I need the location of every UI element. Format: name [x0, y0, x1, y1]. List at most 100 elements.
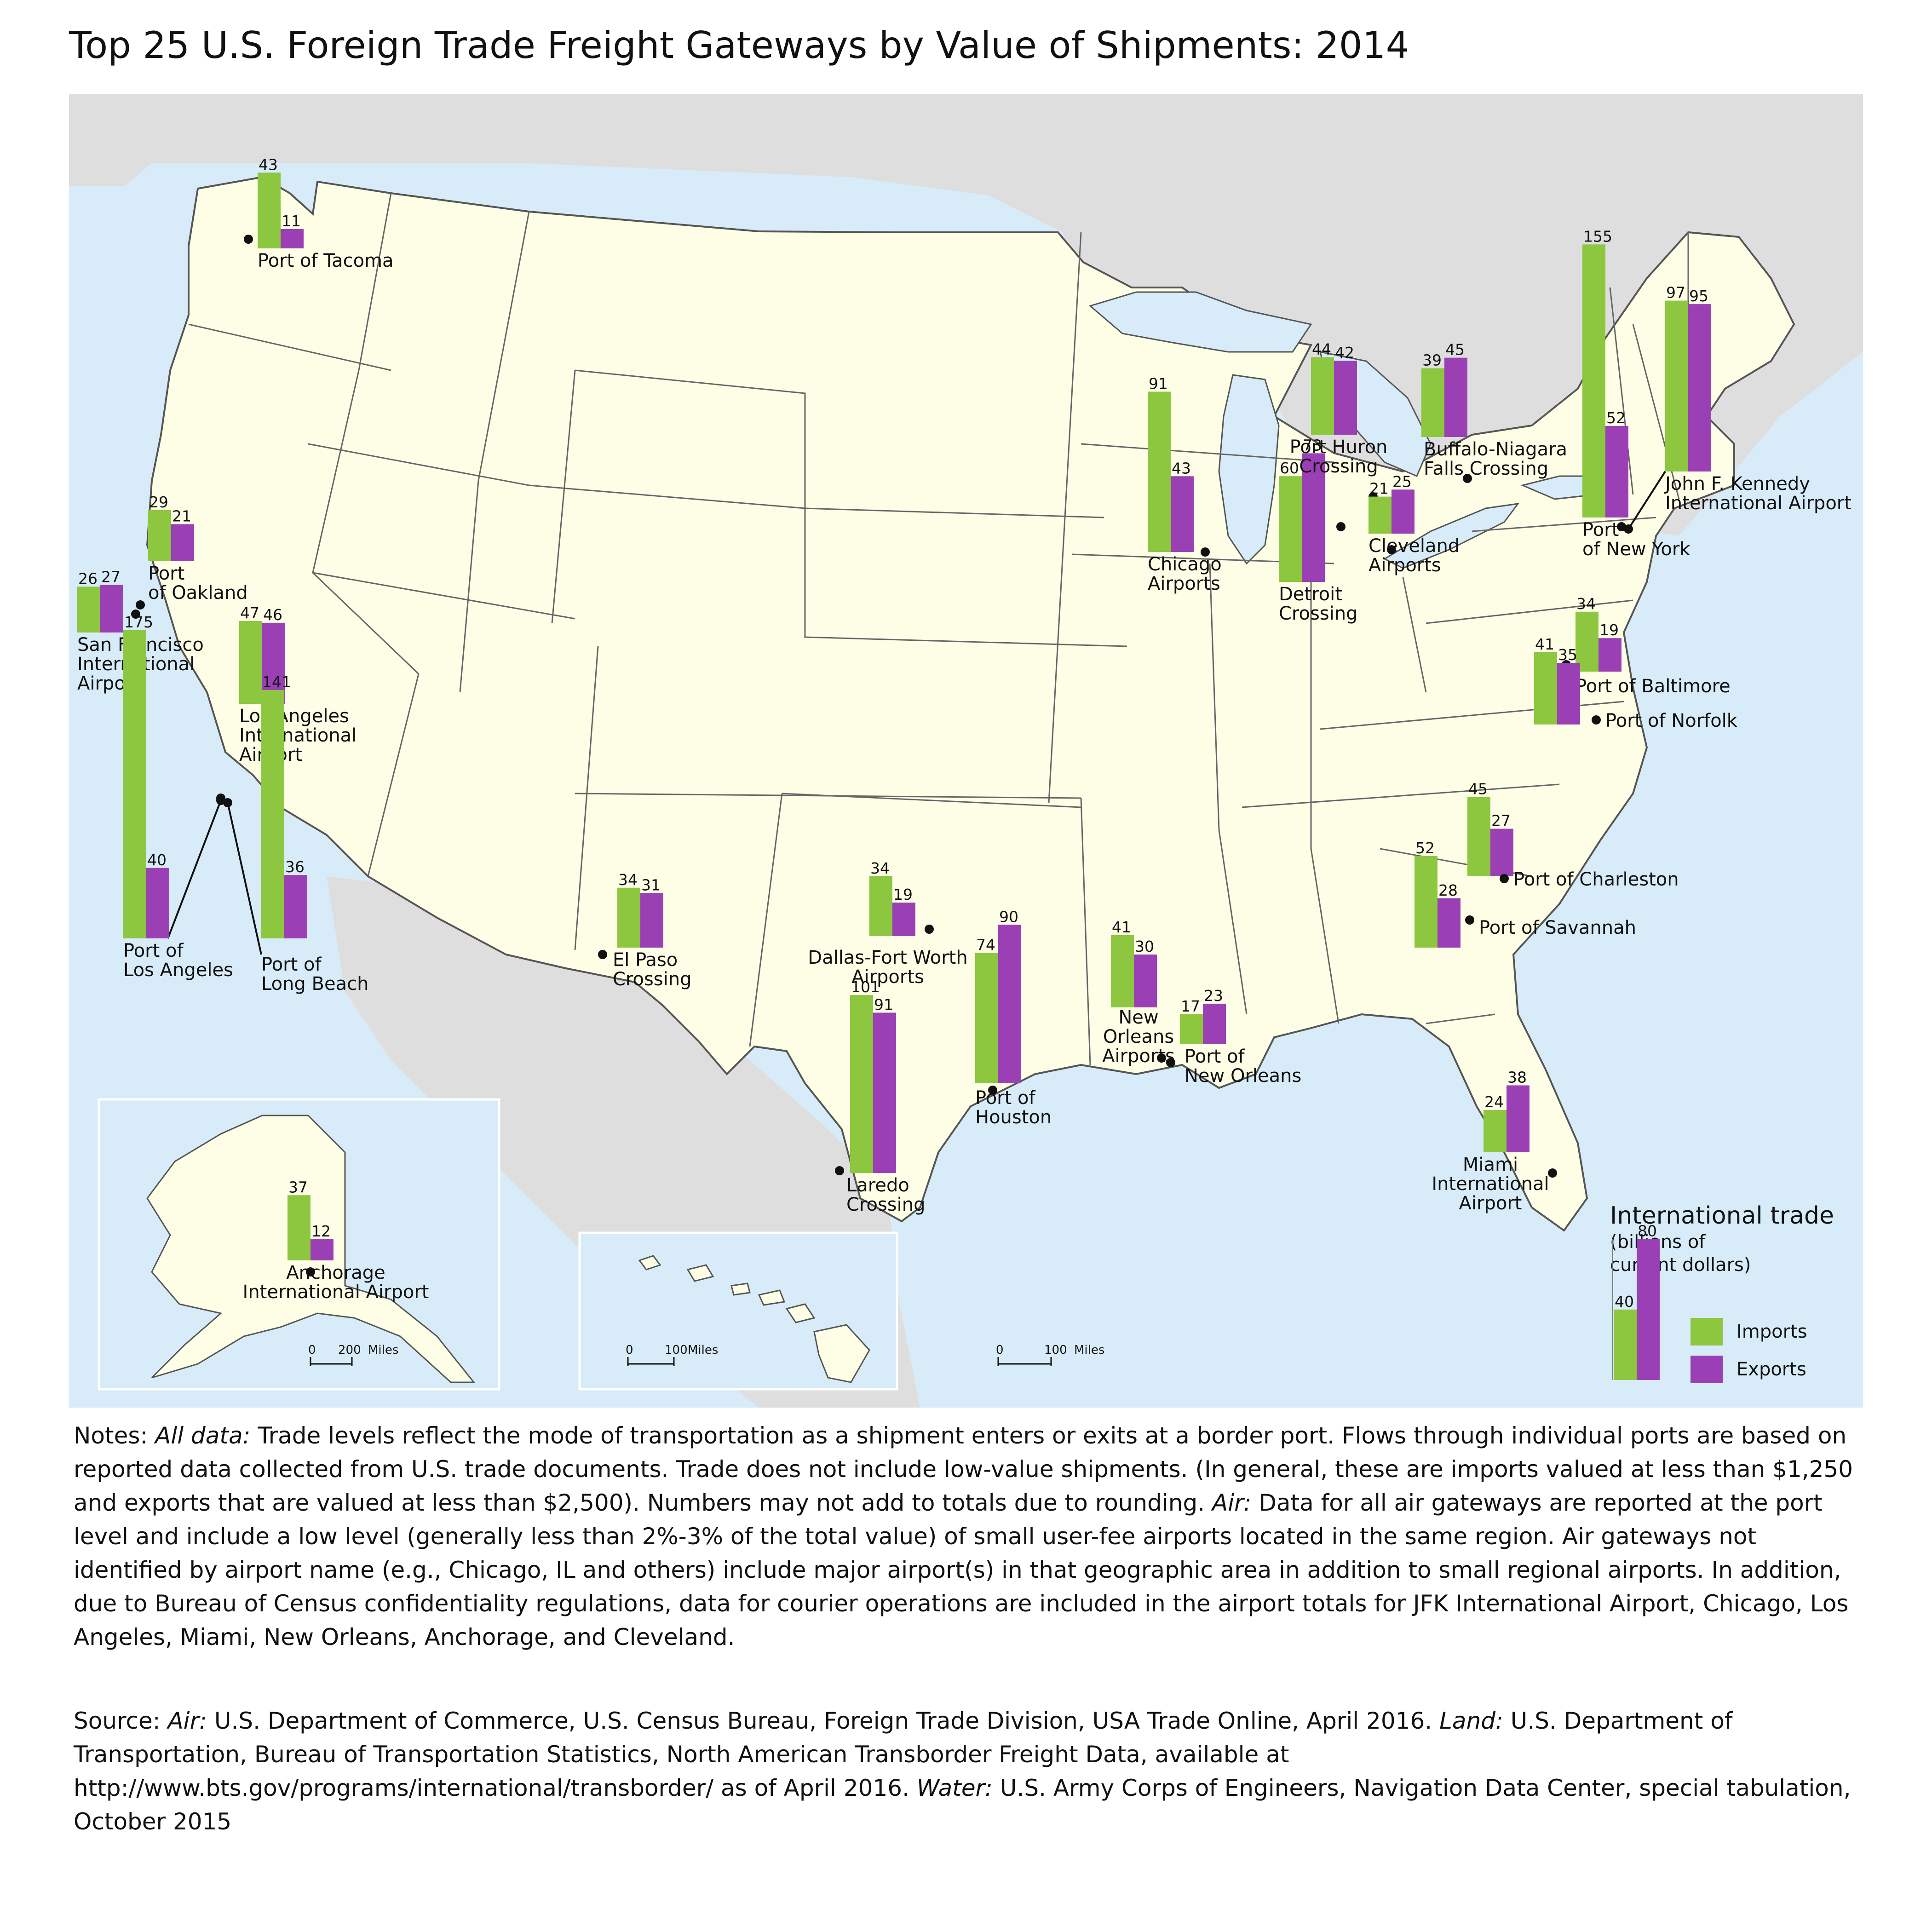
chicago-airports-imports-bar: [1148, 391, 1171, 552]
port-of-savannah-imports-value: 52: [1415, 839, 1435, 857]
buffalo-niagara-falls-crossing-location-dot: [1463, 474, 1472, 483]
port-of-houston-label: Port of Houston: [975, 1087, 1052, 1128]
port-of-long-beach-imports-value: 141: [262, 673, 291, 691]
port-of-los-angeles-exports-bar: [146, 868, 169, 938]
anchorage-international-airport-exports-value: 12: [311, 1222, 331, 1240]
el-paso-crossing-exports-value: 31: [641, 876, 661, 894]
miami-international-airport-location-dot: [1548, 1168, 1557, 1178]
chicago-airports-imports-value: 91: [1149, 374, 1168, 392]
cleveland-airports-exports-bar: [1392, 489, 1414, 534]
chicago-airports-label: Chicago Airports: [1148, 554, 1222, 594]
cleveland-airports-label: Cleveland Airports: [1368, 535, 1460, 576]
john-f-kennedy-international-airport-imports-bar: [1665, 300, 1688, 472]
buffalo-niagara-falls-crossing-exports-bar: [1444, 357, 1467, 437]
san-francisco-international-airport-exports-value: 27: [101, 568, 121, 586]
gateway-port-of-los-angeles: 175 40 Port of Los Angeles: [123, 613, 233, 981]
port-of-los-angeles-imports-value: 175: [124, 613, 153, 631]
source-prefix: Source:: [74, 1708, 168, 1734]
detroit-crossing-location-dot: [1336, 522, 1346, 531]
port-of-long-beach-exports-value: 36: [285, 858, 305, 876]
anchorage-international-airport-label: Anchorage International Airport: [243, 1262, 429, 1303]
cleveland-airports-exports-value: 25: [1392, 472, 1412, 490]
notes-air-label: Air:: [1212, 1489, 1252, 1516]
el-paso-crossing-imports-bar: [617, 887, 640, 948]
port-of-oakland-exports-value: 21: [172, 507, 191, 525]
source-water-text: U.S. Army Corps of Engineers, Navigation…: [74, 1775, 1851, 1835]
source: Source: Air: U.S. Department of Commerce…: [74, 1704, 1868, 1839]
port-of-norfolk-imports-bar: [1534, 652, 1557, 724]
port-of-oakland-imports-bar: [148, 510, 171, 561]
mainland-scale-bar: 0 100 Miles: [996, 1343, 1104, 1366]
port-of-charleston-label: Port of Charleston: [1513, 869, 1679, 890]
gateway-john-f-kennedy-international-airport: 97 95 John F. Kennedy International Airport: [1624, 283, 1852, 534]
port-of-tacoma-label: Port of Tacoma: [258, 250, 394, 271]
los-angeles-international-airport-imports-bar: [239, 621, 262, 704]
port-of-new-orleans-label: Port of New Orleans: [1184, 1046, 1301, 1087]
legend-sample-exports-value: 80: [1638, 1222, 1657, 1240]
port-of-tacoma-imports-value: 43: [259, 155, 278, 173]
port-of-los-angeles-leader-line: [167, 800, 222, 939]
port-of-long-beach-leader-line: [227, 802, 262, 955]
hawaii-scale-value: 100: [665, 1343, 688, 1357]
miami-international-airport-label: Miami International Airport: [1432, 1154, 1549, 1214]
gateway-port-of-savannah: 52 28 Port of Savannah: [1414, 839, 1636, 948]
gateway-port-of-long-beach: 141 36 Port of Long Beach: [223, 673, 368, 995]
san-francisco-international-airport-exports-bar: [100, 585, 123, 632]
port-huron-crossing-exports-value: 42: [1335, 344, 1354, 362]
alaska-scale-unit: Miles: [368, 1343, 398, 1357]
alaska-scale-bar: 0 200 Miles: [308, 1343, 398, 1366]
source-water-label: Water:: [916, 1775, 993, 1801]
chicago-airports-exports-bar: [1171, 476, 1194, 552]
legend-subtitle-line2: current dollars): [1610, 1254, 1751, 1276]
legend-exports-label: Exports: [1736, 1359, 1806, 1380]
john-f-kennedy-international-airport-label: John F. Kennedy International Airport: [1664, 473, 1852, 514]
mainland-scale-value: 100: [1044, 1343, 1067, 1357]
port-of-oakland-label: Port of Oakland: [148, 563, 248, 604]
hawaii-scale-unit: Miles: [688, 1343, 718, 1357]
gateway-port-of-tacoma: 43 11 Port of Tacoma: [244, 155, 394, 271]
buffalo-niagara-falls-crossing-exports-value: 45: [1445, 341, 1465, 359]
port-of-norfolk-imports-value: 41: [1535, 635, 1554, 653]
port-of-houston-exports-value: 90: [999, 908, 1018, 926]
port-of-norfolk-exports-value: 35: [1558, 646, 1577, 664]
port-of-savannah-location-dot: [1465, 915, 1474, 925]
legend-imports-label: Imports: [1736, 1321, 1807, 1342]
gateway-cleveland-airports: 21 25 Cleveland Airports: [1368, 472, 1460, 576]
anchorage-international-airport-imports-value: 37: [288, 1178, 308, 1196]
port-of-new-york-label: Port of New York: [1582, 519, 1690, 560]
cleveland-airports-location-dot: [1387, 545, 1396, 554]
port-of-baltimore-exports-value: 19: [1599, 621, 1619, 639]
page-title: Top 25 U.S. Foreign Trade Freight Gatewa…: [69, 24, 1409, 67]
port-of-new-york-imports-bar: [1582, 244, 1605, 518]
port-of-baltimore-imports-bar: [1576, 611, 1598, 672]
detroit-crossing-exports-bar: [1302, 453, 1325, 582]
anchorage-international-airport-location-dot: [306, 1267, 315, 1276]
buffalo-niagara-falls-crossing-imports-bar: [1421, 368, 1444, 437]
miami-international-airport-exports-value: 38: [1507, 1068, 1527, 1086]
el-paso-crossing-location-dot: [598, 950, 607, 959]
port-of-new-orleans-imports-value: 17: [1181, 997, 1200, 1015]
port-of-long-beach-label: Port of Long Beach: [261, 954, 368, 995]
port-of-new-york-exports-bar: [1605, 426, 1628, 518]
laredo-crossing-exports-value: 91: [874, 995, 893, 1013]
san-francisco-international-airport-location-dot: [131, 610, 140, 619]
detroit-crossing-exports-value: 73: [1303, 436, 1322, 454]
port-of-los-angeles-exports-value: 40: [147, 851, 167, 869]
port-of-houston-imports-value: 74: [976, 936, 995, 954]
lake-superior: [1088, 291, 1312, 353]
port-of-houston-exports-bar: [998, 925, 1021, 1083]
gateway-port-huron-crossing: 44 42 Port Huron Crossing: [1290, 340, 1387, 501]
laredo-crossing-imports-value: 101: [851, 978, 880, 996]
john-f-kennedy-international-airport-exports-value: 95: [1689, 287, 1708, 305]
port-of-tacoma-exports-bar: [281, 229, 304, 248]
port-of-savannah-label: Port of Savannah: [1479, 917, 1636, 938]
alaska-scale-zero: 0: [308, 1343, 316, 1357]
